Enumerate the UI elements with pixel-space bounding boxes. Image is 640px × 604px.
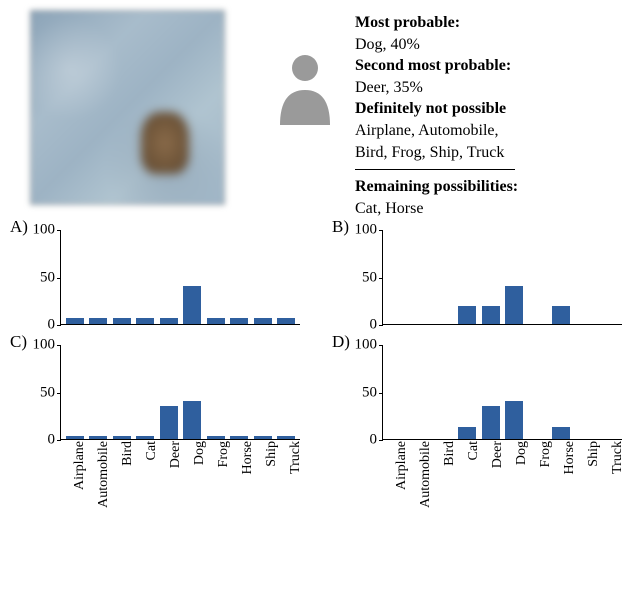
xlabel-cat: Cat — [466, 441, 482, 459]
ytick-label: 50 — [345, 269, 377, 286]
xlabel-frog: Frog — [538, 441, 554, 459]
xlabel-cat: Cat — [144, 441, 160, 459]
remaining-label: Remaining possibilities: — [355, 176, 518, 198]
bar-horse — [552, 306, 570, 324]
bar-deer — [160, 318, 178, 324]
ytick-label: 0 — [345, 317, 377, 334]
xlabel-airplane: Airplane — [72, 441, 88, 459]
bar-cat — [136, 318, 154, 324]
xlabels: Airplane Automobile Bird Cat Deer Dog Frog Hors… — [60, 441, 300, 457]
xlabel-horse: Horse — [562, 441, 578, 459]
ytick-label: 50 — [345, 384, 377, 401]
bar-truck — [277, 318, 295, 324]
ytick-label: 100 — [345, 337, 377, 354]
bar-frog — [207, 318, 225, 324]
bar-automobile — [89, 436, 107, 439]
not-possible-label: Definitely not possible — [355, 98, 518, 120]
most-probable-label: Most probable: — [355, 12, 518, 34]
xlabel-dog: Dog — [514, 441, 530, 459]
second-probable-label: Second most probable: — [355, 55, 518, 77]
not-possible-value-1: Airplane, Automobile, — [355, 120, 518, 142]
plot-area: 050100 — [382, 230, 622, 325]
xlabel-automobile: Automobile — [96, 441, 112, 459]
bar-frog — [207, 436, 225, 439]
ytick-label: 100 — [23, 222, 55, 239]
plot-area: 050100 — [382, 345, 622, 440]
charts-grid: A)050100 B)050100 C)050100AirplaneAutomo… — [0, 220, 640, 600]
plot-area: 050100 — [60, 345, 300, 440]
bar-dog — [505, 401, 523, 439]
not-possible-value-2: Bird, Frog, Ship, Truck — [355, 142, 518, 164]
ytick-label: 0 — [23, 317, 55, 334]
bar-bird — [113, 436, 131, 439]
bars-container — [61, 345, 300, 439]
xlabel-deer: Deer — [490, 441, 506, 459]
ytick-label: 50 — [23, 269, 55, 286]
bar-deer — [482, 306, 500, 324]
ytick-label: 100 — [345, 222, 377, 239]
bar-ship — [254, 318, 272, 324]
ytick-label: 50 — [23, 384, 55, 401]
xlabel-horse: Horse — [240, 441, 256, 459]
xlabel-bird: Bird — [120, 441, 136, 459]
xlabel-truck: Truck — [288, 441, 304, 459]
bar-dog — [505, 286, 523, 324]
bar-deer — [160, 406, 178, 439]
most-probable-value: Dog, 40% — [355, 34, 518, 56]
ytick-mark — [57, 325, 61, 326]
ytick-label: 100 — [23, 337, 55, 354]
xlabel-automobile: Automobile — [418, 441, 434, 459]
bars-container — [61, 230, 300, 324]
top-section: Most probable: Dog, 40% Second most prob… — [0, 0, 640, 220]
xlabel-bird: Bird — [442, 441, 458, 459]
bar-dog — [183, 286, 201, 324]
bar-dog — [183, 401, 201, 439]
ytick-label: 0 — [23, 432, 55, 449]
person-icon — [275, 50, 335, 215]
bars-container — [383, 230, 622, 324]
xlabel-dog: Dog — [192, 441, 208, 459]
ytick-label: 0 — [345, 432, 377, 449]
bar-cat — [458, 306, 476, 324]
bar-deer — [482, 406, 500, 439]
bar-ship — [254, 436, 272, 439]
bar-bird — [113, 318, 131, 324]
bar-airplane — [66, 436, 84, 439]
xlabel-deer: Deer — [168, 441, 184, 459]
divider-line — [355, 169, 515, 170]
remaining-value: Cat, Horse — [355, 198, 518, 220]
bar-cat — [136, 436, 154, 439]
xlabel-ship: Ship — [264, 441, 280, 459]
bar-horse — [230, 436, 248, 439]
xlabel-ship: Ship — [586, 441, 602, 459]
xlabel-frog: Frog — [216, 441, 232, 459]
annotation-text: Most probable: Dog, 40% Second most prob… — [355, 10, 518, 215]
bar-cat — [458, 427, 476, 439]
xlabel-airplane: Airplane — [394, 441, 410, 459]
bar-horse — [552, 427, 570, 439]
bar-airplane — [66, 318, 84, 324]
xlabels: Airplane Automobile Bird Cat Deer Dog Frog Hors… — [382, 441, 622, 457]
stimulus-image — [30, 10, 225, 205]
bar-horse — [230, 318, 248, 324]
ytick-mark — [379, 325, 383, 326]
bar-automobile — [89, 318, 107, 324]
second-probable-value: Deer, 35% — [355, 77, 518, 99]
plot-area: 050100 — [60, 230, 300, 325]
bars-container — [383, 345, 622, 439]
xlabel-truck: Truck — [610, 441, 626, 459]
bar-truck — [277, 436, 295, 439]
